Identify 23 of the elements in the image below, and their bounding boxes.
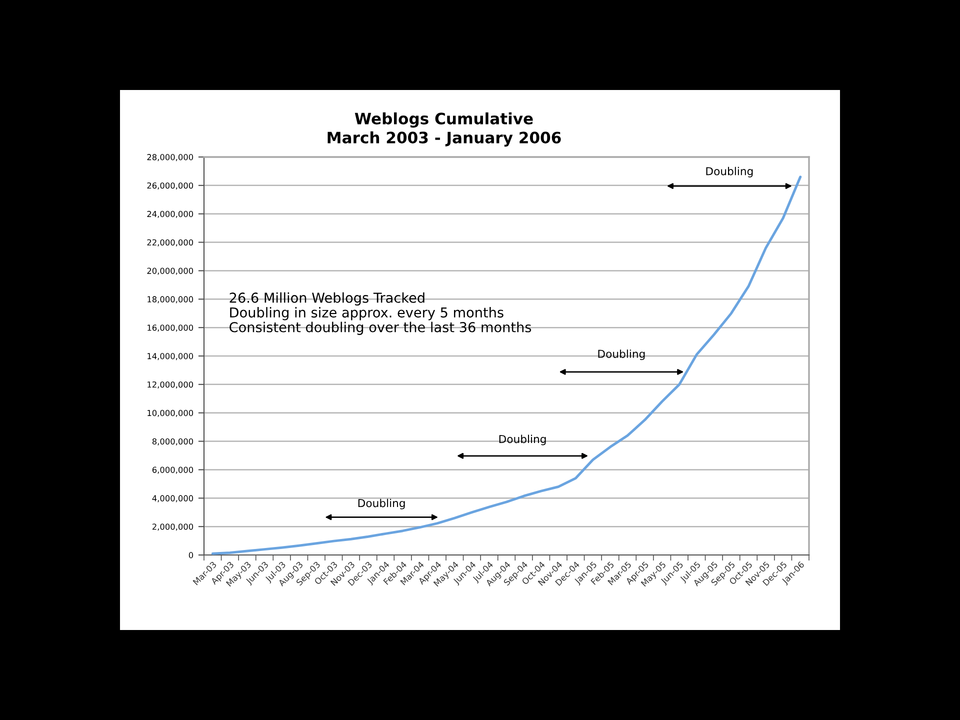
y-tick-label: 24,000,000 bbox=[147, 210, 194, 218]
y-tick-label: 10,000,000 bbox=[148, 410, 194, 417]
annotation: 26.6 Million Weblogs Tracked Doubling in size approx. every 5 months Consistent doubling over the last 36 months bbox=[230, 292, 532, 335]
y-tick-label: 28,000,000 bbox=[147, 154, 194, 162]
y-tick-label: 16,000,000 bbox=[148, 324, 194, 332]
y-tick-label: 12,000,000 bbox=[148, 381, 194, 388]
y-tick-label: 0 bbox=[188, 552, 194, 558]
y-tick-label: 18,000,000 bbox=[148, 296, 194, 304]
chart-title: Weblogs Cumulative bbox=[354, 112, 533, 128]
annotation: Doubling bbox=[706, 166, 753, 178]
y-tick-label: 2,000,000 bbox=[152, 524, 194, 531]
y-tick-label: 14,000,000 bbox=[148, 353, 194, 360]
chart-subtitle: March 2003 - January 2006 bbox=[328, 131, 561, 147]
line-series bbox=[211, 176, 802, 555]
y-tick-label: 20,000,000 bbox=[147, 268, 194, 275]
y-tick-label: 6,000,000 bbox=[152, 466, 194, 474]
y-tick-label: 8,000,000 bbox=[152, 438, 194, 446]
annotation: Doubling bbox=[499, 434, 546, 446]
y-tick-label: 4,000,000 bbox=[152, 495, 194, 502]
y-tick-label: 26,000,000 bbox=[147, 182, 194, 190]
annotation: Doubling bbox=[598, 350, 645, 360]
annotation: Doubling bbox=[358, 498, 405, 510]
y-tick-label: 22,000,000 bbox=[147, 239, 194, 246]
